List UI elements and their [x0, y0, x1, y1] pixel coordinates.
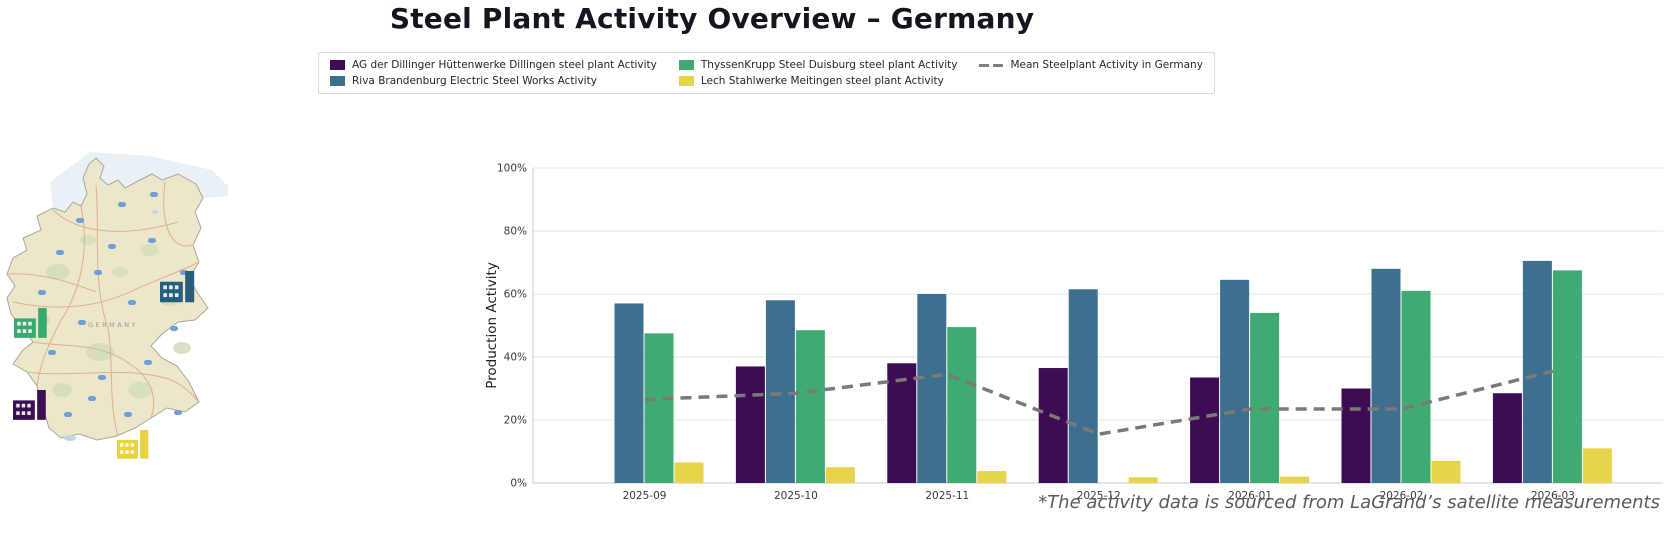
y-tick-label: 80%: [504, 226, 527, 238]
bar-dillinger-2026-03: [1492, 393, 1522, 483]
legend-swatch-thyssenkrupp: [678, 60, 694, 70]
bar-riva-2025-10: [765, 300, 795, 483]
y-tick-label: 60%: [504, 289, 527, 301]
legend-swatch-lech: [678, 76, 694, 86]
legend-label: AG der Dillinger Hüttenwerke Dillingen s…: [352, 59, 657, 71]
legend-swatch-dillinger: [330, 60, 345, 70]
x-tick-label: 2025-12: [1077, 490, 1121, 502]
bar-riva-2025-09: [614, 303, 644, 483]
y-axis-label: Production Activity: [485, 262, 500, 389]
activity-bar-chart: 0% 20% 40% 60% 80% 100% 2025-09 2025-10 2025-11 2…: [485, 163, 1663, 502]
bar-lech-2026-02: [1431, 460, 1461, 483]
y-tick-label: 0%: [510, 478, 527, 490]
bar-thyssenkrupp-2025-09: [644, 333, 674, 483]
legend-column: AG der Dillinger Hüttenwerke Dillingen s…: [330, 59, 657, 87]
bar-dillinger-2026-01: [1190, 377, 1220, 483]
bar-thyssenkrupp-2025-10: [795, 330, 825, 483]
sea-area: [50, 152, 228, 212]
factory-marker-dillinger: [13, 390, 46, 420]
bar-lech-2025-10: [825, 467, 855, 483]
legend-label: Mean Steelplant Activity in Germany: [1010, 59, 1203, 71]
mean-line: [644, 369, 1554, 436]
legend-column: Mean Steelplant Activity in Germany: [979, 59, 1203, 71]
page-title: Steel Plant Activity Overview – Germany: [389, 2, 1035, 35]
bar-lech-2026-03: [1582, 448, 1612, 483]
x-tick-label: 2025-09: [623, 490, 667, 502]
bar-riva-2025-12: [1068, 289, 1098, 483]
roads: [6, 181, 200, 437]
bar-dillinger-2025-11: [887, 363, 917, 483]
bar-lech-2025-11: [977, 471, 1007, 483]
y-tick-label: 40%: [504, 352, 527, 364]
legend-item-lech: Lech Stahlwerke Meitingen steel plant Ac…: [678, 75, 958, 87]
legend-label: Riva Brandenburg Electric Steel Works Ac…: [352, 75, 597, 87]
chart-legend: AG der Dillinger Hüttenwerke Dillingen s…: [318, 52, 1215, 94]
x-tick-label: 2026-02: [1380, 490, 1424, 502]
x-tick-label: 2025-11: [925, 490, 969, 502]
legend-column: ThyssenKrupp Steel Duisburg steel plant …: [678, 59, 958, 87]
y-tick-label: 100%: [497, 163, 527, 175]
legend-dashed-line-icon: [979, 63, 1004, 67]
x-tick-label: 2026-01: [1228, 490, 1272, 502]
bar-thyssenkrupp-2025-11: [947, 327, 977, 483]
bar-lech-2025-09: [674, 462, 704, 483]
bar-riva-2025-11: [917, 294, 947, 483]
x-tick-label: 2025-10: [774, 490, 818, 502]
bar-thyssenkrupp-2026-01: [1250, 312, 1280, 483]
legend-item-mean: Mean Steelplant Activity in Germany: [979, 59, 1203, 71]
source-footnote: *The activity data is sourced from LaGra…: [1038, 492, 1660, 513]
bar-riva-2026-01: [1220, 279, 1250, 483]
germany-outline: [6, 157, 209, 441]
bar-riva-2026-02: [1371, 268, 1401, 483]
bar-dillinger-2025-10: [735, 366, 765, 483]
bar-dillinger-2026-02: [1341, 388, 1371, 483]
bar-lech-2026-01: [1280, 476, 1310, 483]
legend-swatch-riva: [330, 76, 345, 86]
legend-item-riva: Riva Brandenburg Electric Steel Works Ac…: [330, 75, 657, 87]
lakes: [64, 210, 158, 441]
x-tick-label: 2026-03: [1531, 490, 1575, 502]
y-tick-label: 20%: [504, 415, 527, 427]
legend-item-dillinger: AG der Dillinger Hüttenwerke Dillingen s…: [330, 59, 657, 71]
bar-dillinger-2025-12: [1038, 368, 1068, 483]
legend-item-thyssenkrupp: ThyssenKrupp Steel Duisburg steel plant …: [678, 59, 958, 71]
bar-thyssenkrupp-2026-03: [1552, 270, 1582, 483]
bar-lech-2025-12: [1128, 477, 1158, 483]
germany-map: GERMANY: [6, 152, 228, 459]
map-country-label: GERMANY: [88, 321, 138, 329]
legend-label: Lech Stahlwerke Meitingen steel plant Ac…: [700, 75, 944, 87]
bar-thyssenkrupp-2026-02: [1401, 290, 1431, 483]
legend-label: ThyssenKrupp Steel Duisburg steel plant …: [700, 59, 958, 71]
